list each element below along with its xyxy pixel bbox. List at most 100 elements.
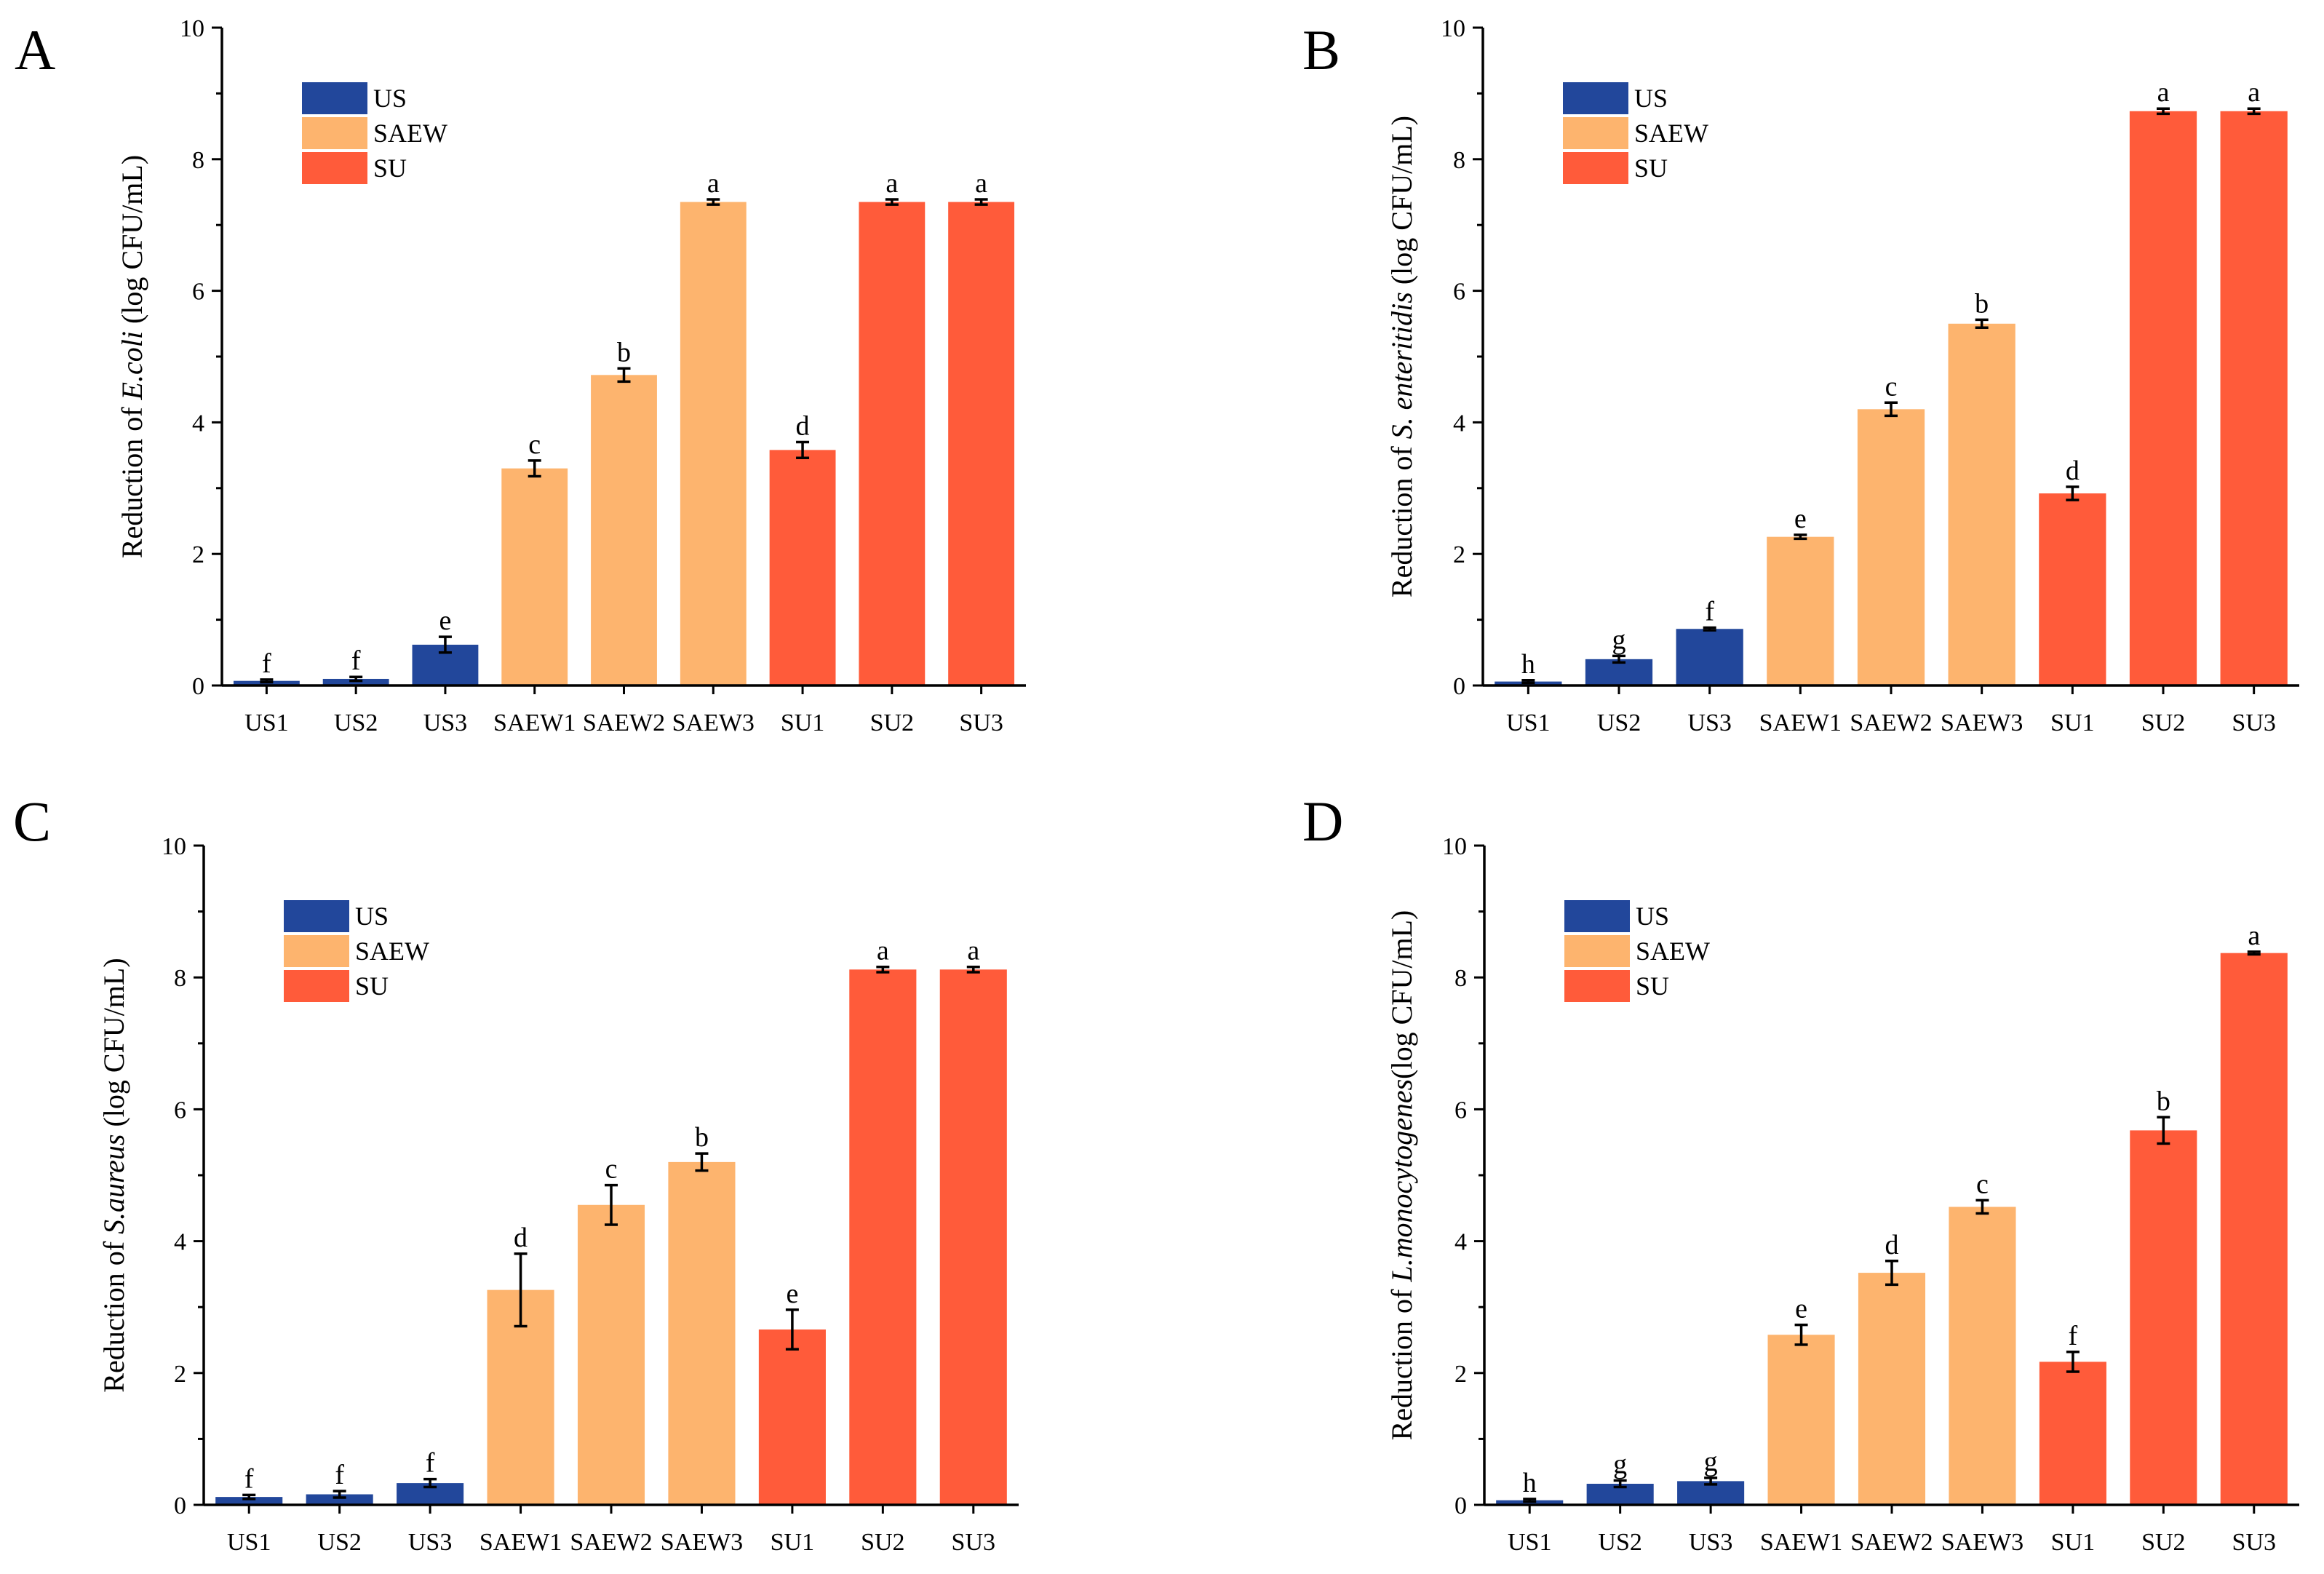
y-tick-label: 8 <box>192 147 204 174</box>
panel-letter: A <box>15 18 55 82</box>
significance-letter: b <box>695 1122 709 1153</box>
legend-label-saew: SAEW <box>1636 937 1710 966</box>
y-tick-label: 4 <box>1455 1229 1467 1256</box>
error-bar-us3 <box>1704 1476 1718 1486</box>
x-tick-label: US2 <box>1597 710 1641 736</box>
panel-b: BhUS1gUS2fUS3eSAEW1cSAEW2bSAEW3dSU1aSU2a… <box>1302 15 2299 736</box>
error-bar-saew1 <box>528 459 541 478</box>
y-tick-label: 2 <box>192 541 204 568</box>
y-tick-label: 0 <box>174 1492 186 1519</box>
x-tick-label: SU2 <box>861 1529 904 1556</box>
error-bar-us3 <box>423 1477 437 1489</box>
error-bar-us2 <box>1612 654 1625 664</box>
x-tick-label: SU2 <box>2141 710 2185 736</box>
x-tick-label: US3 <box>423 710 467 736</box>
y-tick-label: 0 <box>192 673 204 700</box>
legend-swatch-saew <box>1564 935 1630 967</box>
x-tick-label: SU1 <box>2050 710 2094 736</box>
significance-letter: c <box>605 1154 618 1185</box>
bar-us3 <box>1676 629 1743 685</box>
panel-letter: B <box>1302 18 1340 82</box>
error-bar-saew3 <box>695 1152 709 1172</box>
bar-saew1 <box>501 468 568 685</box>
y-axis-label-units: (log CFU/mL) <box>116 155 148 331</box>
significance-letter: h <box>1521 649 1535 680</box>
panel-a: AfUS1fUS2eUS3cSAEW1bSAEW2aSAEW3dSU1aSU2a… <box>15 15 1026 736</box>
y-tick-label: 2 <box>1453 541 1465 568</box>
error-bar-us1 <box>242 1493 256 1501</box>
error-bar-saew3 <box>1975 1199 1989 1215</box>
significance-letter: b <box>1975 288 1989 319</box>
bar-saew1 <box>1767 1335 1835 1505</box>
error-bar-us2 <box>333 1490 346 1499</box>
bar-us2 <box>306 1494 373 1505</box>
error-bar-us3 <box>438 635 452 654</box>
y-tick-label: 0 <box>1453 673 1465 700</box>
significance-letter: f <box>426 1448 435 1479</box>
legend-swatch-us <box>302 82 367 114</box>
legend-swatch-saew <box>284 935 349 967</box>
bar-su2 <box>849 969 917 1505</box>
error-bar-su3 <box>966 965 980 974</box>
error-bar-us1 <box>1521 679 1535 685</box>
x-tick-label: SAEW2 <box>570 1529 652 1556</box>
bar-saew2 <box>1858 1273 1926 1505</box>
significance-letter: a <box>707 168 720 199</box>
error-bar-su1 <box>796 440 810 459</box>
significance-letter: d <box>1885 1230 1899 1260</box>
legend-swatch-saew <box>1563 117 1628 149</box>
y-axis-label-prefix: Reduction of <box>98 1234 130 1393</box>
legend-label-su: SU <box>1634 154 1668 183</box>
bar-su1 <box>758 1329 826 1505</box>
bar-su3 <box>939 969 1007 1505</box>
y-tick-label: 0 <box>1455 1492 1467 1519</box>
significance-letter: e <box>1795 1294 1807 1324</box>
error-bar-su3 <box>2247 950 2261 956</box>
bar-su1 <box>769 450 836 685</box>
error-bar-su1 <box>2066 485 2080 501</box>
significance-letter: b <box>617 337 631 367</box>
significance-letter: f <box>262 648 271 679</box>
bar-saew3 <box>1949 1207 2016 1505</box>
significance-letter: a <box>975 168 987 199</box>
x-tick-label: US1 <box>244 710 288 736</box>
y-tick-label: 2 <box>174 1361 186 1388</box>
x-tick-label: US2 <box>317 1529 361 1556</box>
x-tick-label: SU3 <box>959 710 1003 736</box>
error-bar-saew2 <box>1885 1260 1898 1287</box>
y-axis-label-units: (log CFU/mL) <box>1385 910 1418 1079</box>
legend-swatch-su <box>302 152 367 184</box>
x-tick-label: SU2 <box>2141 1529 2185 1556</box>
bar-su2 <box>859 202 926 685</box>
y-axis-label: Reduction of S. enteritidis (log CFU/mL) <box>1385 116 1418 597</box>
y-tick-label: 6 <box>1455 1097 1467 1124</box>
bar-saew3 <box>668 1161 736 1505</box>
y-axis-label-species: E.coli <box>116 331 148 400</box>
error-bar-saew2 <box>605 1183 618 1226</box>
error-bar-saew1 <box>1794 1323 1808 1346</box>
error-bar-us2 <box>1613 1479 1627 1489</box>
significance-letter: f <box>351 645 361 676</box>
bar-us1 <box>215 1497 283 1505</box>
bar-saew3 <box>680 202 747 685</box>
x-tick-label: SAEW2 <box>1850 710 1932 736</box>
y-tick-label: 6 <box>192 279 204 306</box>
y-tick-label: 8 <box>1453 147 1465 174</box>
y-tick-label: 10 <box>162 833 186 860</box>
x-tick-label: SU2 <box>870 710 914 736</box>
x-tick-label: SAEW3 <box>661 1529 743 1556</box>
y-axis-label-species: S. enteritidis <box>1385 292 1418 439</box>
bar-saew2 <box>577 1204 645 1505</box>
significance-letter: f <box>2069 1321 2078 1351</box>
significance-letter: f <box>335 1460 344 1490</box>
significance-letter: c <box>528 429 541 460</box>
error-bar-saew1 <box>1794 533 1807 541</box>
x-tick-label: US3 <box>1689 1529 1732 1556</box>
significance-letter: g <box>1612 624 1626 655</box>
legend-label-us: US <box>373 84 407 113</box>
significance-letter: e <box>1794 504 1807 534</box>
x-tick-label: US1 <box>1506 710 1550 736</box>
x-tick-label: SU1 <box>771 1529 814 1556</box>
bar-saew2 <box>1857 409 1925 685</box>
